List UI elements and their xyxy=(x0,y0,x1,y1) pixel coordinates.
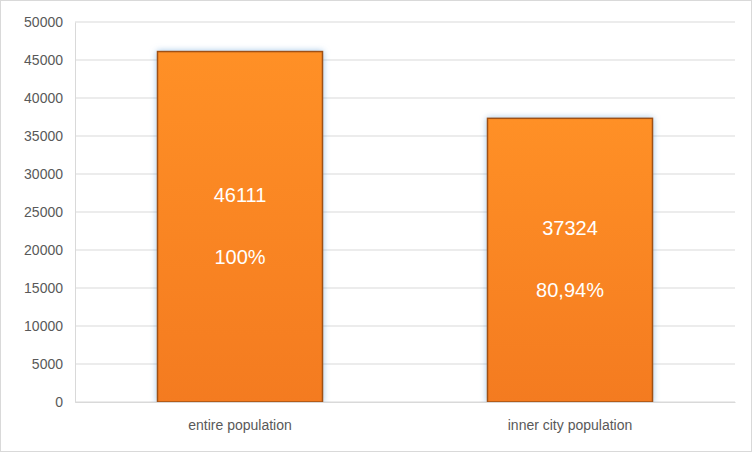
y-tick-label: 15000 xyxy=(24,280,63,296)
y-tick: 30000 xyxy=(24,166,75,182)
value-label: 37324 xyxy=(542,217,598,239)
y-tick-label: 0 xyxy=(55,394,63,410)
y-tick-label: 20000 xyxy=(24,242,63,258)
chart-frame xyxy=(1,1,752,452)
y-tick-label: 25000 xyxy=(24,204,63,220)
x-tick: entire population xyxy=(188,402,292,433)
x-axis: entire population inner city population xyxy=(76,402,736,433)
y-tick: 40000 xyxy=(24,90,75,106)
y-axis: 0 5000 10000 15000 20000 25000 30000 35000 40000… xyxy=(24,14,75,410)
bars xyxy=(158,52,653,402)
y-tick-label: 10000 xyxy=(24,318,63,334)
y-tick: 0 xyxy=(55,394,75,410)
y-tick-label: 40000 xyxy=(24,90,63,106)
value-label: 46111 xyxy=(214,184,267,206)
bar xyxy=(158,52,323,402)
y-axis-line xyxy=(75,23,76,403)
y-tick: 45000 xyxy=(24,52,75,68)
y-tick: 5000 xyxy=(32,356,75,372)
y-tick-label: 35000 xyxy=(24,128,63,144)
grid xyxy=(75,22,735,402)
share-label: 80,94% xyxy=(536,279,604,301)
x-tick: inner city population xyxy=(508,402,633,433)
y-tick: 15000 xyxy=(24,280,75,296)
chart: 0 5000 10000 15000 20000 25000 30000 35000 40000… xyxy=(0,0,752,452)
y-tick-label: 45000 xyxy=(24,52,63,68)
x-tick-label: inner city population xyxy=(508,417,633,433)
x-axis-line xyxy=(76,402,736,403)
y-tick: 10000 xyxy=(24,318,75,334)
x-tick-label: entire population xyxy=(188,417,292,433)
y-tick-label: 50000 xyxy=(24,14,63,30)
data-labels: 46111 100% 37324 80,94% xyxy=(214,184,604,301)
y-tick: 20000 xyxy=(24,242,75,258)
grid-line xyxy=(75,22,735,23)
y-tick: 35000 xyxy=(24,128,75,144)
y-tick-label: 5000 xyxy=(32,356,63,372)
share-label: 100% xyxy=(214,246,265,268)
y-tick-label: 30000 xyxy=(24,166,63,182)
y-tick: 25000 xyxy=(24,204,75,220)
y-tick: 50000 xyxy=(24,14,75,30)
bar xyxy=(488,118,653,402)
